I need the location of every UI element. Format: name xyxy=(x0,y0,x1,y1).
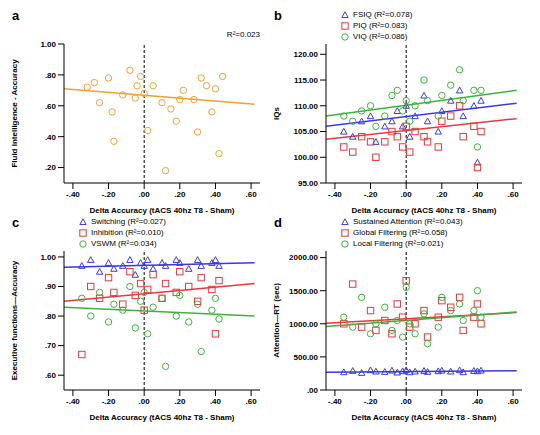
html-text:Global Filtering (R²=0.058): Global Filtering (R²=0.058) xyxy=(353,228,448,237)
svg-text:1000.00: 1000.00 xyxy=(289,320,318,329)
svg-text:.00: .00 xyxy=(139,397,151,406)
svg-text:.00: .00 xyxy=(401,190,413,199)
html-text:Local Filtering (R²=0.021): Local Filtering (R²=0.021) xyxy=(353,239,444,248)
svg-text:Delta Accuracy (tACS 40hz T8 -: Delta Accuracy (tACS 40hz T8 - Sham) xyxy=(89,206,234,215)
svg-text:1500.00: 1500.00 xyxy=(289,287,318,296)
svg-text:Delta Accuracy (tACS 40hz T8 -: Delta Accuracy (tACS 40hz T8 - Sham) xyxy=(351,206,496,215)
svg-text:.20: .20 xyxy=(45,163,57,172)
html-text:VIQ (R²=0.086): VIQ (R²=0.086) xyxy=(353,32,408,41)
svg-text:Delta Accuracy (tACS 40hz T8 -: Delta Accuracy (tACS 40hz T8 - Sham) xyxy=(351,413,496,422)
svg-text:.20: .20 xyxy=(436,190,448,199)
svg-text:.60: .60 xyxy=(508,190,520,199)
svg-text:Fluid Intelligence - Accuracy: Fluid Intelligence - Accuracy xyxy=(10,59,19,168)
svg-text:-.20: -.20 xyxy=(102,397,116,406)
svg-text:1.00: 1.00 xyxy=(40,253,56,262)
html-text:FSIQ (R²=0.078): FSIQ (R²=0.078) xyxy=(353,10,413,19)
svg-text:.00: .00 xyxy=(401,397,413,406)
svg-text:120.00: 120.00 xyxy=(294,50,319,59)
svg-text:.40: .40 xyxy=(210,397,222,406)
html-text:c: c xyxy=(12,215,20,230)
svg-text:.80: .80 xyxy=(45,312,57,321)
svg-text:-.20: -.20 xyxy=(364,190,378,199)
svg-text:.70: .70 xyxy=(45,341,57,350)
svg-text:Attention—RT (sec): Attention—RT (sec) xyxy=(272,283,281,358)
svg-text:.80: .80 xyxy=(45,71,57,80)
svg-text:.60: .60 xyxy=(246,190,258,199)
svg-text:-.40: -.40 xyxy=(66,397,80,406)
svg-text:.20: .20 xyxy=(174,397,186,406)
svg-text:.20: .20 xyxy=(174,190,186,199)
svg-text:.40: .40 xyxy=(210,190,222,199)
svg-text:Delta Accuracy (tACS 40hz T8 -: Delta Accuracy (tACS 40hz T8 - Sham) xyxy=(89,413,234,422)
svg-text:.40: .40 xyxy=(472,397,484,406)
svg-text:-.40: -.40 xyxy=(328,190,342,199)
svg-text:.00: .00 xyxy=(139,190,151,199)
html-text:b: b xyxy=(274,8,282,23)
svg-text:Executive functions—Accuracy: Executive functions—Accuracy xyxy=(10,260,19,380)
svg-text:.00: .00 xyxy=(307,386,319,395)
html-text:VSWM (R²=0.034): VSWM (R²=0.034) xyxy=(91,239,157,248)
svg-text:.60: .60 xyxy=(45,102,57,111)
svg-text:.40: .40 xyxy=(45,133,57,142)
svg-text:500.00: 500.00 xyxy=(294,353,319,362)
svg-text:110.00: 110.00 xyxy=(294,102,319,111)
svg-text:95.00: 95.00 xyxy=(298,179,319,188)
svg-text:1.00: 1.00 xyxy=(40,40,56,49)
svg-text:115.00: 115.00 xyxy=(294,76,319,85)
svg-text:100.00: 100.00 xyxy=(294,153,319,162)
svg-text:.90: .90 xyxy=(45,282,57,291)
html-text:Inhibition (R²=0.010): Inhibition (R²=0.010) xyxy=(91,228,164,237)
html-text:a: a xyxy=(12,8,20,23)
svg-text:.40: .40 xyxy=(472,190,484,199)
html-text:PIQ (R²=0.083): PIQ (R²=0.083) xyxy=(353,21,408,30)
svg-text:.60: .60 xyxy=(45,371,57,380)
html-text:d: d xyxy=(274,215,282,230)
svg-text:105.00: 105.00 xyxy=(294,127,319,136)
html-text:R²=0.023: R²=0.023 xyxy=(226,30,260,39)
svg-text:.60: .60 xyxy=(508,397,520,406)
svg-text:-.40: -.40 xyxy=(66,190,80,199)
svg-text:2000.00: 2000.00 xyxy=(289,253,318,262)
svg-text:.60: .60 xyxy=(246,397,258,406)
svg-text:.20: .20 xyxy=(436,397,448,406)
svg-text:-.40: -.40 xyxy=(328,397,342,406)
svg-text:-.20: -.20 xyxy=(364,397,378,406)
html-text:Switching (R²=0.027): Switching (R²=0.027) xyxy=(91,217,166,226)
html-text:Sustained Attention (R²=0.043): Sustained Attention (R²=0.043) xyxy=(353,217,463,226)
svg-text:-.20: -.20 xyxy=(102,190,116,199)
svg-text:IQs: IQs xyxy=(272,107,281,120)
